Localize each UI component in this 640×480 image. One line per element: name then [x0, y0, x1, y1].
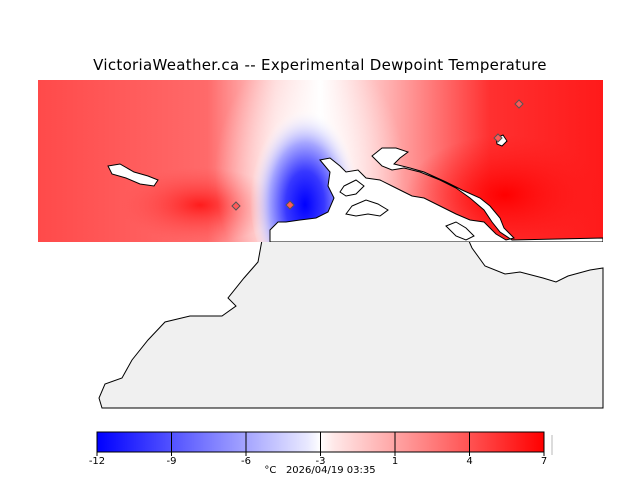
legend-tick-label: 4: [466, 456, 472, 467]
legend-tick-label: -6: [241, 456, 251, 467]
map-title: VictoriaWeather.ca -- Experimental Dewpo…: [93, 56, 547, 74]
timestamp-label: 2026/04/19 03:35: [285, 465, 376, 476]
legend-tick-label: -9: [167, 456, 177, 467]
unit-label: °C: [264, 465, 277, 476]
station-marker-northeast-1: [514, 99, 524, 109]
station-marker-northeast-2: [493, 133, 503, 143]
legend-tick-label: 1: [392, 456, 398, 467]
legend-footer: °C 2026/04/19 03:35: [0, 465, 640, 476]
station-marker-west: [231, 201, 241, 211]
legend-tick-label: 7: [541, 456, 547, 467]
legend-tick-label: -12: [89, 456, 105, 467]
station-marker-central: [285, 200, 295, 210]
dewpoint-field: [38, 80, 603, 242]
legend-tick-label: -3: [316, 456, 326, 467]
